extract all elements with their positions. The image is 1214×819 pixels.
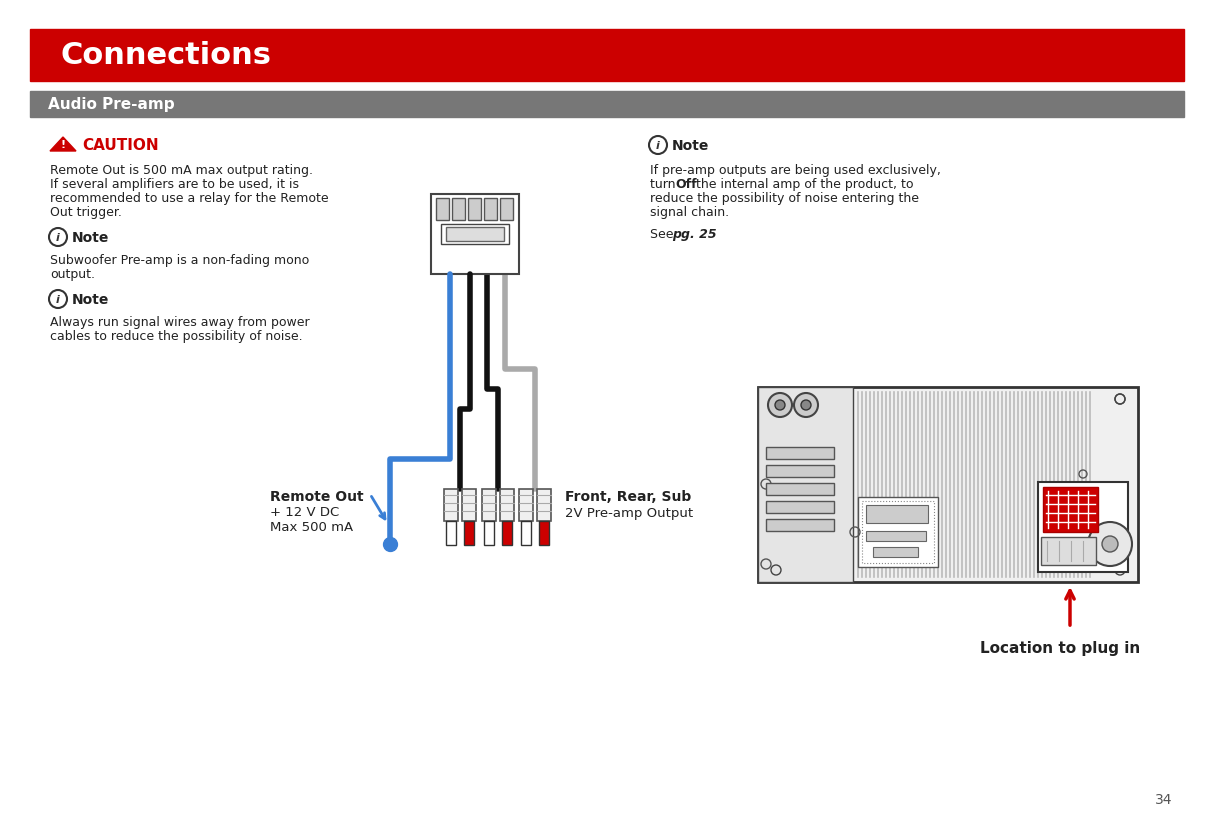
Bar bbox=[1040, 537, 1096, 565]
Bar bbox=[30, 30, 1184, 82]
Bar bbox=[484, 522, 494, 545]
Bar bbox=[446, 228, 504, 242]
Text: Note: Note bbox=[673, 139, 709, 153]
Bar bbox=[766, 501, 834, 514]
Bar bbox=[862, 501, 934, 563]
Text: Subwoofer Pre-amp is a non-fading mono: Subwoofer Pre-amp is a non-fading mono bbox=[50, 254, 310, 267]
Bar bbox=[452, 199, 465, 221]
Text: If several amplifiers are to be used, it is: If several amplifiers are to be used, it… bbox=[50, 178, 299, 191]
Bar bbox=[758, 387, 1138, 582]
Bar bbox=[1043, 487, 1097, 532]
Bar bbox=[766, 519, 834, 532]
Bar bbox=[766, 465, 834, 477]
Text: CAUTION: CAUTION bbox=[83, 138, 159, 152]
Text: i: i bbox=[56, 295, 59, 305]
Bar bbox=[30, 92, 1184, 118]
Text: 34: 34 bbox=[1156, 792, 1173, 806]
Bar bbox=[464, 522, 473, 545]
Text: Out trigger.: Out trigger. bbox=[50, 206, 121, 219]
Text: Off: Off bbox=[675, 178, 697, 191]
Text: Location to plug in: Location to plug in bbox=[980, 640, 1140, 655]
Text: signal chain.: signal chain. bbox=[649, 206, 730, 219]
Text: recommended to use a relay for the Remote: recommended to use a relay for the Remot… bbox=[50, 192, 329, 205]
Text: Always run signal wires away from power: Always run signal wires away from power bbox=[50, 315, 310, 328]
Circle shape bbox=[1102, 536, 1118, 552]
Bar bbox=[537, 490, 551, 522]
Bar bbox=[500, 199, 514, 221]
Bar bbox=[431, 195, 520, 274]
Text: Remote Out is 500 mA max output rating.: Remote Out is 500 mA max output rating. bbox=[50, 164, 313, 177]
Bar bbox=[1038, 482, 1128, 572]
Bar bbox=[463, 490, 476, 522]
Text: turn: turn bbox=[649, 178, 680, 191]
Text: i: i bbox=[56, 233, 59, 242]
Bar bbox=[766, 483, 834, 495]
Text: i: i bbox=[656, 141, 660, 151]
Bar bbox=[482, 490, 497, 522]
Text: Audio Pre-amp: Audio Pre-amp bbox=[49, 97, 175, 112]
Bar bbox=[539, 522, 549, 545]
Circle shape bbox=[801, 400, 811, 410]
Bar bbox=[758, 387, 853, 582]
Circle shape bbox=[1088, 523, 1131, 566]
Bar bbox=[873, 547, 918, 557]
Bar bbox=[446, 522, 456, 545]
Bar bbox=[521, 522, 531, 545]
Text: Note: Note bbox=[72, 231, 109, 245]
Bar bbox=[484, 199, 497, 221]
Bar bbox=[500, 490, 514, 522]
Bar bbox=[503, 522, 512, 545]
Circle shape bbox=[768, 393, 792, 418]
Text: + 12 V DC: + 12 V DC bbox=[270, 505, 339, 518]
Polygon shape bbox=[50, 138, 76, 152]
Text: See: See bbox=[649, 228, 677, 241]
Bar bbox=[444, 490, 458, 522]
Text: Remote Out: Remote Out bbox=[270, 490, 364, 504]
Bar bbox=[436, 199, 449, 221]
Circle shape bbox=[775, 400, 785, 410]
Bar bbox=[766, 447, 834, 459]
Text: reduce the possibility of noise entering the: reduce the possibility of noise entering… bbox=[649, 192, 919, 205]
Bar bbox=[858, 497, 938, 568]
Text: pg. 25: pg. 25 bbox=[673, 228, 716, 241]
Text: Note: Note bbox=[72, 292, 109, 306]
Text: !: ! bbox=[61, 140, 66, 150]
Text: If pre-amp outputs are being used exclusively,: If pre-amp outputs are being used exclus… bbox=[649, 164, 941, 177]
Bar bbox=[866, 505, 927, 523]
Text: the internal amp of the product, to: the internal amp of the product, to bbox=[692, 178, 913, 191]
Text: Max 500 mA: Max 500 mA bbox=[270, 520, 353, 533]
Bar bbox=[866, 532, 926, 541]
Bar bbox=[441, 224, 509, 245]
Text: Connections: Connections bbox=[59, 42, 271, 70]
Bar bbox=[520, 490, 533, 522]
Text: 2V Pre-amp Output: 2V Pre-amp Output bbox=[565, 506, 693, 519]
Text: output.: output. bbox=[50, 268, 95, 281]
Text: cables to reduce the possibility of noise.: cables to reduce the possibility of nois… bbox=[50, 329, 302, 342]
Text: Front, Rear, Sub: Front, Rear, Sub bbox=[565, 490, 691, 504]
Bar bbox=[469, 199, 481, 221]
Circle shape bbox=[794, 393, 818, 418]
